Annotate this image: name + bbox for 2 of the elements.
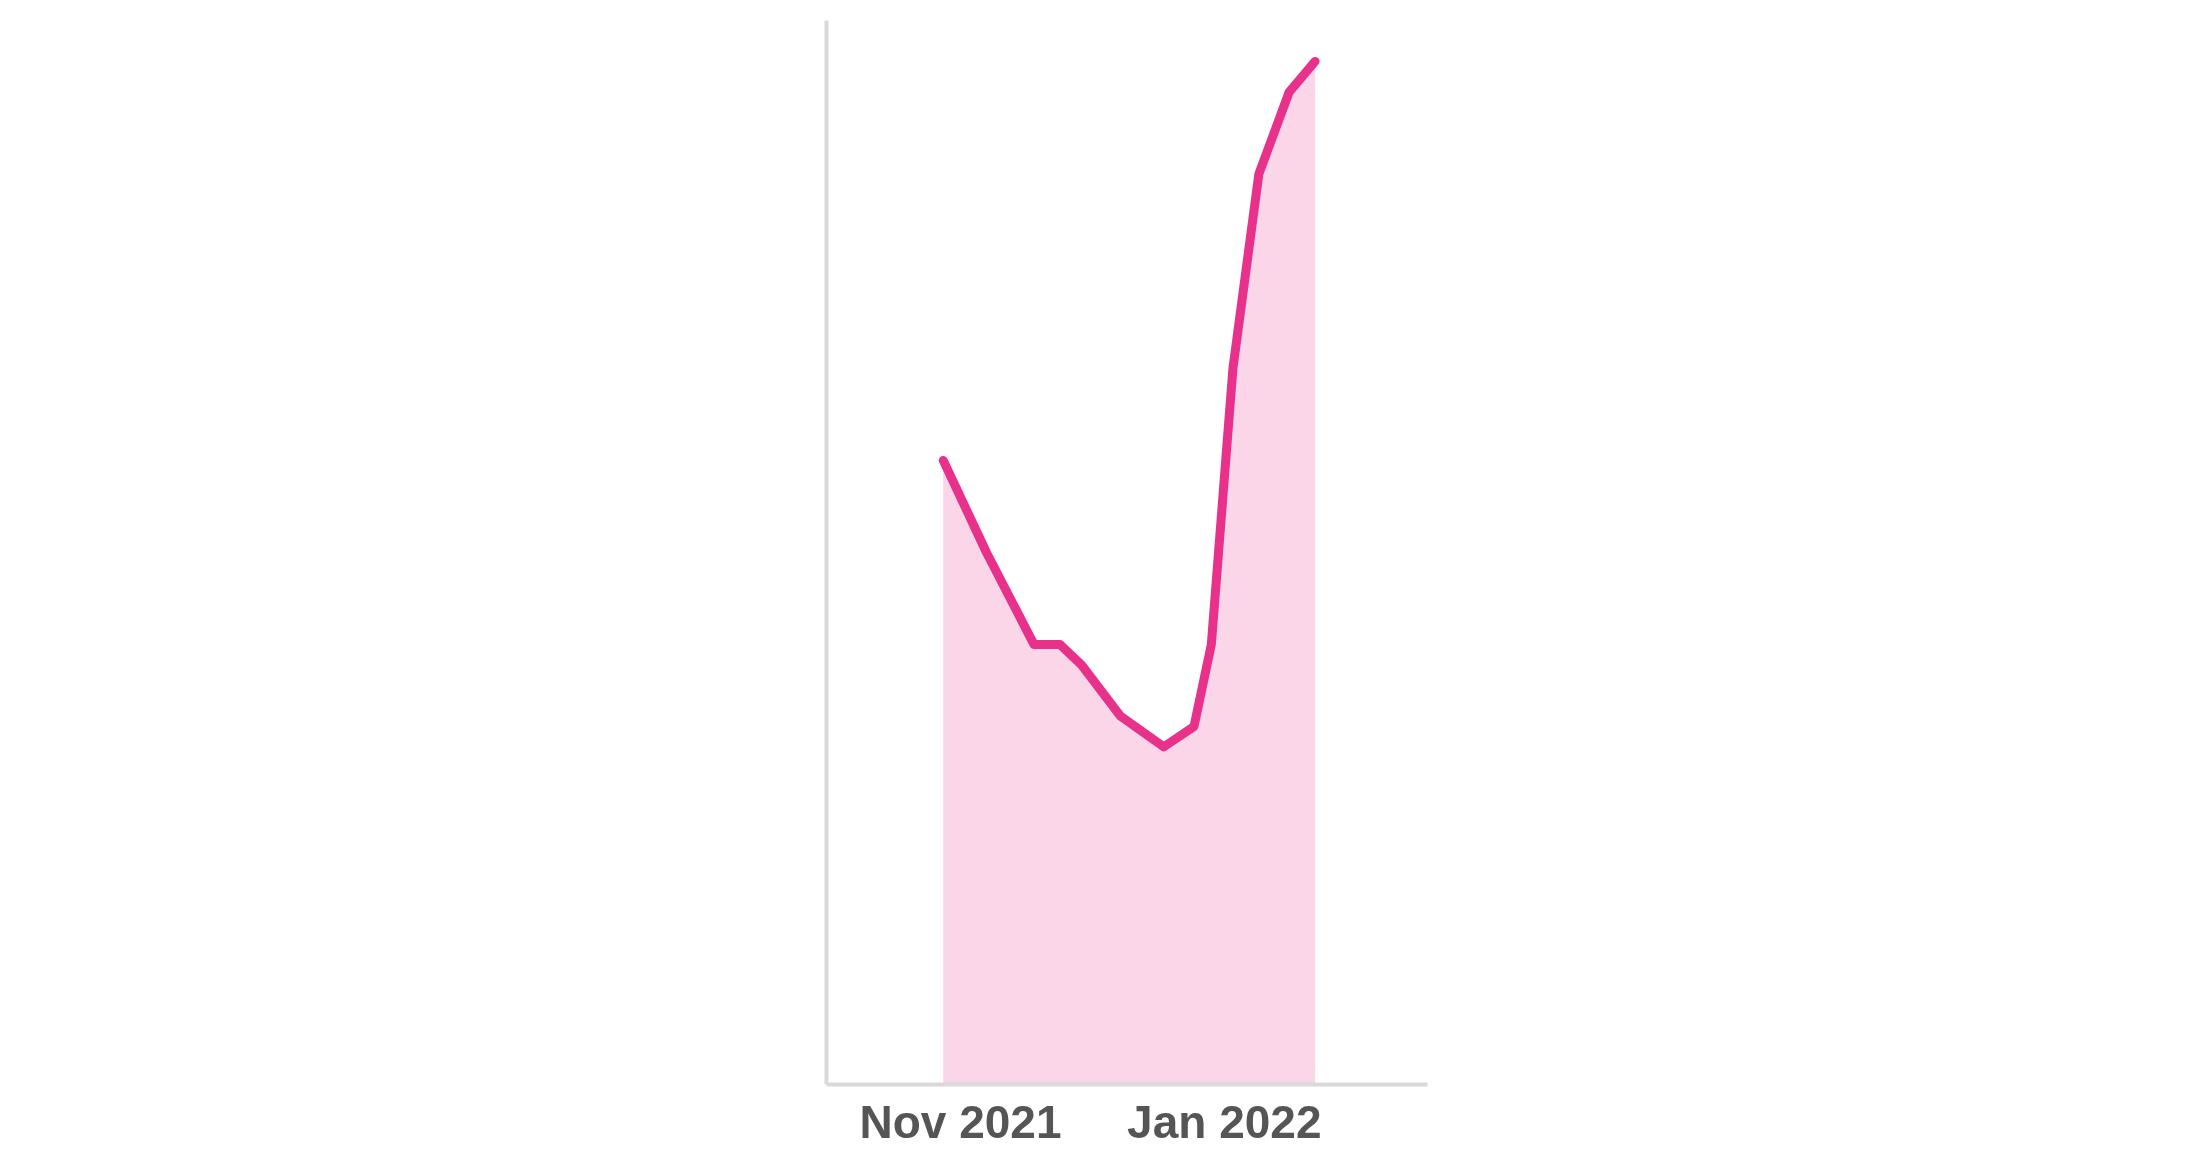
x-tick-label: Nov 2021 <box>859 1095 1062 1148</box>
x-tick-label: Jan 2022 <box>1127 1095 1322 1148</box>
